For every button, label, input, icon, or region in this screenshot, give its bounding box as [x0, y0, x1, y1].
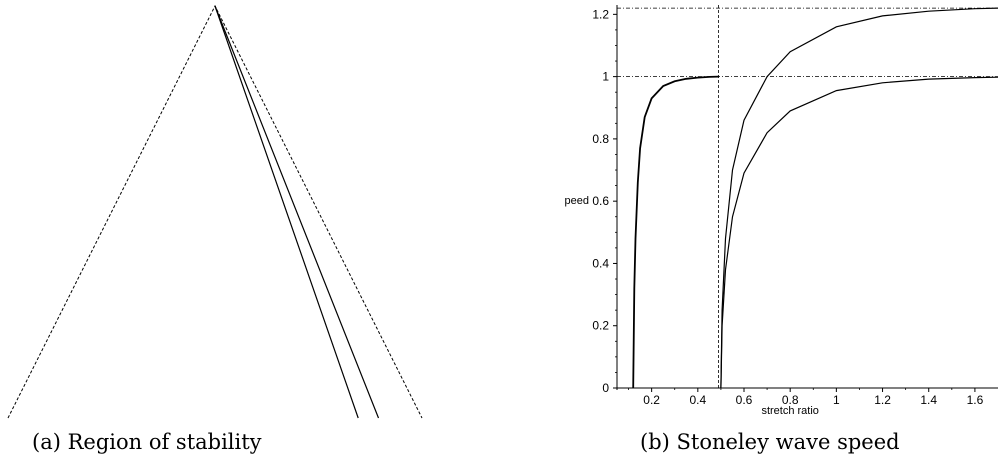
stability-series-2: [214, 5, 380, 419]
stability-series-1: [214, 5, 359, 419]
speed-curve-0: [632, 75, 719, 389]
y-tick-label-2: 0.4: [592, 256, 609, 270]
x-tick-label-6: 1.4: [920, 393, 937, 407]
x-tick-label-3: 0.8: [782, 393, 799, 407]
panel-stoneley-wave-speed: 0 0.2 0.4 0.6 0.8 1 1.2 0.2 0.4 0.6 0.8 1 1.2 1.4 1.6 s…: [560, 0, 998, 471]
speed-curve-2: [720, 76, 998, 389]
x-tick-label-1: 0.4: [689, 393, 706, 407]
speed-curve-1: [720, 7, 998, 389]
x-tick-label-0: 0.2: [643, 393, 660, 407]
stability-region-chart: [7, 4, 423, 419]
x-axis-label: stretch ratio: [761, 405, 818, 417]
y-tick-label-1: 0.2: [592, 319, 609, 333]
x-tick-label-5: 1.2: [874, 393, 891, 407]
y-tick-label-3: 0.6: [592, 194, 609, 208]
y-tick-label-4: 0.8: [592, 132, 609, 146]
x-tick-label-4: 1: [833, 393, 840, 407]
y-tick-label-0: 0: [602, 381, 609, 395]
y-axis-label: peed: [565, 195, 589, 207]
stability-series-0: [7, 4, 423, 419]
caption-b: (b) Stoneley wave speed: [640, 430, 900, 454]
y-tick-label-6: 1.2: [592, 7, 609, 21]
panel-region-of-stability: (a) Region of stability: [0, 0, 430, 471]
x-tick-label-2: 0.6: [736, 393, 753, 407]
caption-a: (a) Region of stability: [32, 430, 262, 454]
x-tick-label-7: 1.6: [967, 393, 984, 407]
y-tick-label-5: 1: [602, 70, 609, 84]
stoneley-wave-speed-chart: 0 0.2 0.4 0.6 0.8 1 1.2 0.2 0.4 0.6 0.8 1 1.2 1.4 1.6 s…: [565, 5, 998, 417]
